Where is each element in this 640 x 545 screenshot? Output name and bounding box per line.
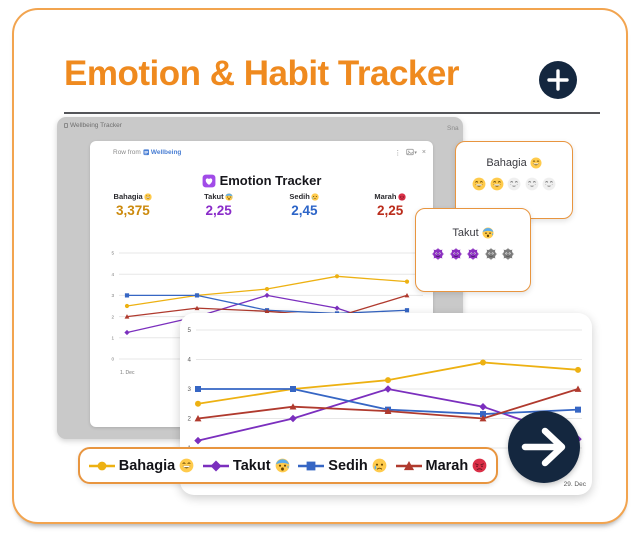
- stat-sedih: Sedih 2,45: [262, 192, 348, 218]
- emoji-monster-icon[interactable]: [466, 247, 480, 261]
- legend-marker-icon: [298, 461, 325, 470]
- table-icon: [143, 149, 150, 156]
- emoji-cry-icon: [372, 458, 387, 473]
- emoji-monster-icon[interactable]: [431, 247, 445, 261]
- legend-item-sedih[interactable]: Sedih: [298, 458, 386, 474]
- rating-card-takut: Takut: [415, 208, 531, 292]
- stat-value: 2,25: [205, 203, 232, 218]
- title-divider: [64, 112, 600, 114]
- svg-text:5: 5: [188, 327, 192, 334]
- emoji-grin-inactive-icon[interactable]: [542, 177, 556, 191]
- svg-text:3: 3: [111, 293, 114, 298]
- stat-value: 3,375: [115, 203, 150, 218]
- svg-text:4: 4: [188, 357, 192, 364]
- more-options-icon[interactable]: ⋮: [394, 149, 402, 157]
- svg-text:1. Dec: 1. Dec: [120, 370, 135, 376]
- x-axis-last-label: 29. Dec: [563, 481, 586, 488]
- emotion-app-icon: [202, 174, 216, 188]
- svg-text:0: 0: [111, 357, 114, 362]
- emoji-monster-inactive-icon[interactable]: [501, 247, 515, 261]
- window-titlebar: Wellbeing Tracker: [64, 122, 122, 129]
- document-icon: [64, 123, 68, 128]
- wellbeing-source-link[interactable]: Wellbeing: [143, 149, 181, 156]
- svg-text:4: 4: [111, 272, 114, 277]
- legend-label: Takut: [232, 457, 271, 474]
- emoji-grin-icon: [530, 157, 542, 169]
- panel-title: Emotion Tracker: [90, 173, 433, 188]
- emoji-fear-icon: [225, 193, 233, 201]
- emoji-fear-icon: [275, 458, 290, 473]
- svg-text:3: 3: [188, 386, 192, 393]
- add-button[interactable]: [539, 61, 577, 99]
- next-button[interactable]: [508, 411, 580, 483]
- legend-label: Bahagia: [118, 457, 176, 474]
- emoji-grin-icon: [179, 458, 194, 473]
- svg-text:5: 5: [111, 251, 114, 256]
- legend-marker-icon: [395, 460, 422, 470]
- chart-legend: Bahagia Takut Sedih Marah: [78, 447, 498, 484]
- plus-icon: [547, 69, 569, 91]
- stat-bahagia: Bahagia 3,375: [90, 192, 176, 218]
- legend-marker-icon: [202, 460, 229, 471]
- svg-text:2: 2: [188, 416, 192, 423]
- svg-text:1: 1: [111, 335, 114, 340]
- stat-value: 2,25: [376, 203, 404, 218]
- emoji-angry-icon: [472, 458, 487, 473]
- legend-marker-icon: [88, 461, 115, 470]
- row-from-label: Row from: [113, 149, 141, 156]
- close-icon[interactable]: ×: [421, 149, 426, 156]
- emoji-angry-icon: [398, 193, 406, 201]
- legend-item-bahagia[interactable]: Bahagia: [88, 457, 194, 474]
- legend-item-takut[interactable]: Takut: [202, 457, 290, 474]
- panel-tools: ⋮ ▾ ×: [394, 148, 426, 157]
- rating-emoji-row: [416, 247, 530, 261]
- emoji-grin-icon: [144, 193, 152, 201]
- emoji-cry-icon: [311, 193, 319, 201]
- emoji-grin-inactive-icon[interactable]: [525, 177, 539, 191]
- emoji-grin-icon[interactable]: [472, 177, 486, 191]
- source-breadcrumb: Row from Wellbeing: [113, 149, 181, 156]
- snap-text: Sna: [447, 125, 459, 132]
- legend-label: Sedih: [328, 457, 368, 474]
- panel-toolbar: Row from Wellbeing ⋮ ▾ ×: [90, 141, 433, 159]
- emoji-monster-inactive-icon[interactable]: [484, 247, 498, 261]
- window-title-text: Wellbeing Tracker: [70, 122, 122, 129]
- stat-takut: Takut 2,25: [176, 192, 262, 218]
- rating-card-bahagia: Bahagia: [455, 141, 573, 219]
- rating-emoji-row: [456, 177, 572, 191]
- emoji-monster-icon[interactable]: [449, 247, 463, 261]
- svg-text:2: 2: [111, 314, 114, 319]
- emoji-fear-icon: [482, 227, 494, 239]
- view-as-image-icon[interactable]: ▾: [406, 148, 417, 157]
- stat-value: 2,45: [291, 203, 318, 218]
- legend-label: Marah: [425, 457, 469, 474]
- stats-row: Bahagia 3,375 Takut 2,25 Sedih 2,45 Marah 2,25: [90, 192, 433, 218]
- arrow-right-icon: [521, 427, 566, 467]
- chevron-down-icon: ▾: [414, 150, 417, 156]
- page-title: Emotion & Habit Tracker: [64, 54, 459, 93]
- rating-card-title: Bahagia: [456, 157, 572, 169]
- rating-card-title: Takut: [416, 227, 530, 239]
- emoji-grin-icon[interactable]: [490, 177, 504, 191]
- promo-card: Emotion & Habit Tracker Wellbeing Tracke…: [12, 8, 628, 524]
- emoji-grin-inactive-icon[interactable]: [507, 177, 521, 191]
- legend-item-marah[interactable]: Marah: [395, 457, 488, 474]
- stat-marah: Marah 2,25: [347, 192, 433, 218]
